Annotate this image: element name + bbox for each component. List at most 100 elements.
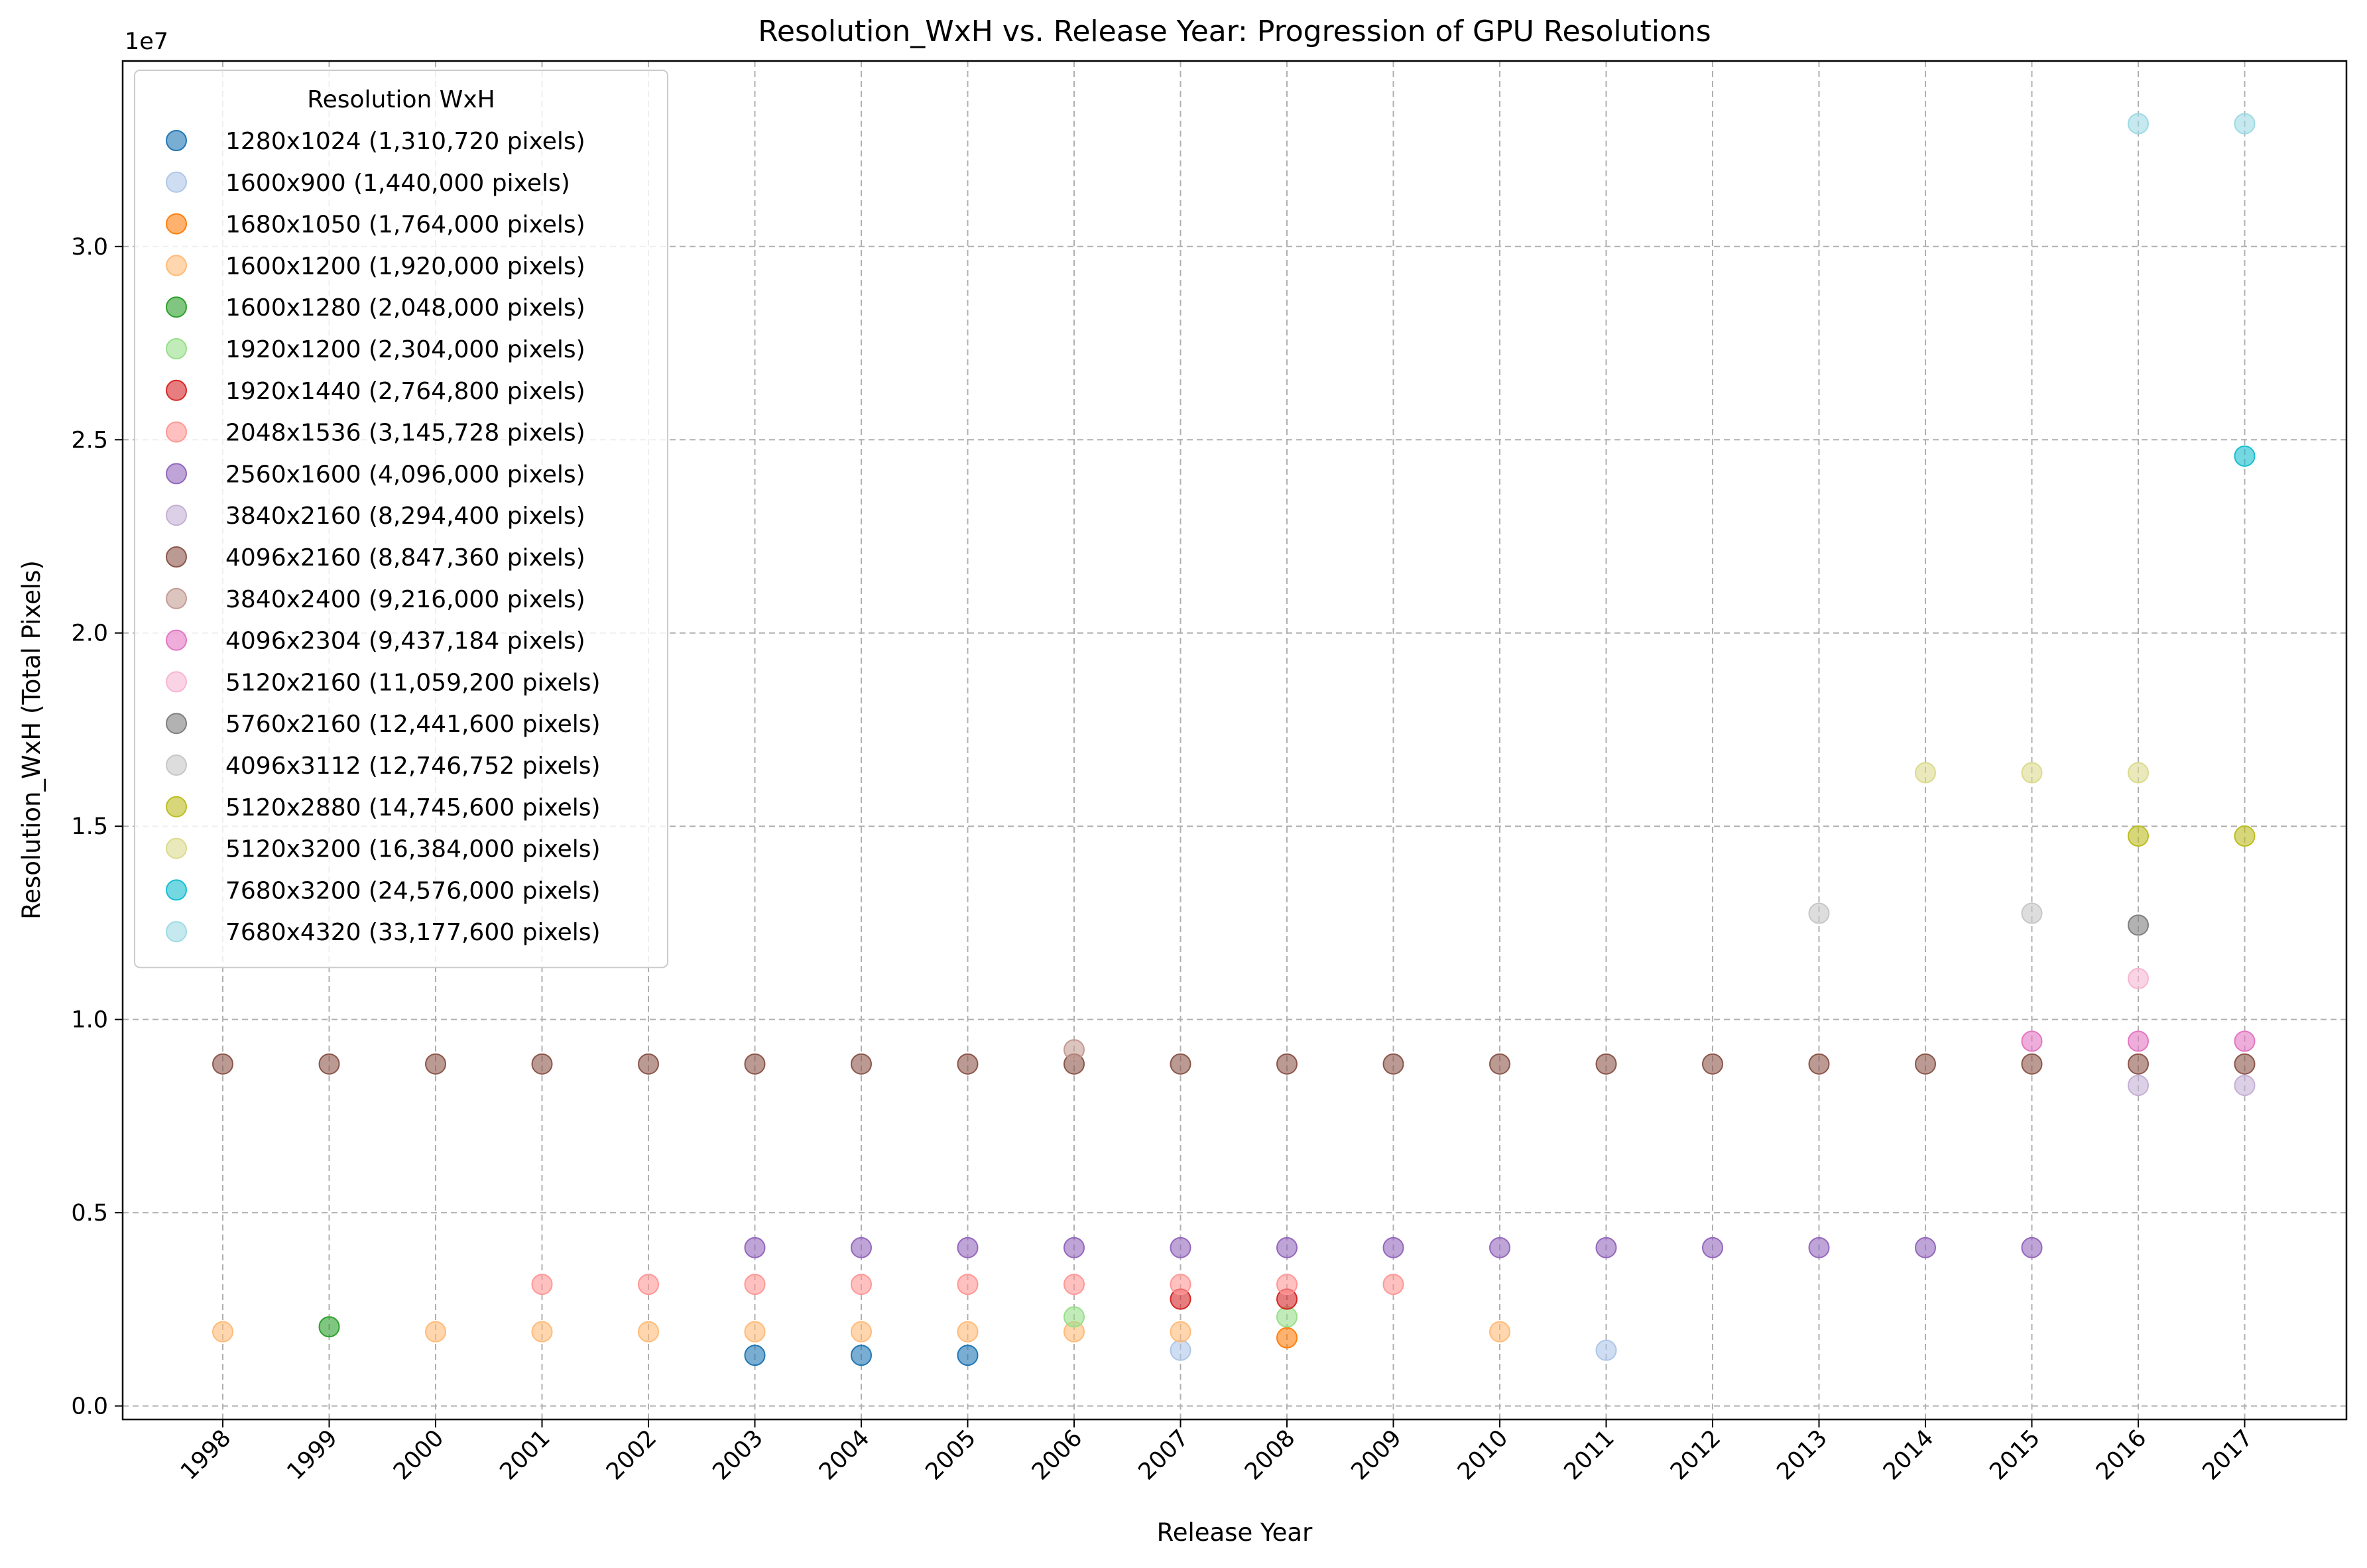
data-point xyxy=(1170,1321,1191,1343)
legend-marker xyxy=(166,379,187,401)
data-point xyxy=(2234,1075,2256,1097)
data-point xyxy=(2128,967,2149,989)
y-tick-label: 2.0 xyxy=(71,621,108,647)
data-point xyxy=(1382,1236,1404,1258)
data-point xyxy=(1702,1053,1723,1075)
y-tick-label: 2.5 xyxy=(71,427,108,453)
data-points xyxy=(212,113,2256,1366)
data-point xyxy=(1170,1274,1191,1296)
legend-label: 1680x1050 (1,764,000 pixels) xyxy=(225,211,585,239)
data-point xyxy=(531,1053,553,1075)
y-tick-label: 1.0 xyxy=(71,1007,108,1034)
data-point xyxy=(851,1274,872,1296)
legend-label: 5760x2160 (12,441,600 pixels) xyxy=(225,711,601,738)
y-tick-label: 1.5 xyxy=(71,814,108,840)
data-point xyxy=(1382,1274,1404,1296)
data-point xyxy=(851,1053,872,1075)
x-axis-label: Release Year xyxy=(1157,1518,1313,1547)
legend-label: 1920x1200 (2,304,000 pixels) xyxy=(225,336,585,363)
legend-marker xyxy=(166,505,187,526)
data-point xyxy=(1595,1053,1617,1075)
legend-marker xyxy=(166,130,187,151)
data-point xyxy=(2021,1030,2043,1052)
legend-label: 1600x900 (1,440,000 pixels) xyxy=(225,170,570,197)
data-point xyxy=(1595,1236,1617,1258)
data-point xyxy=(1595,1339,1617,1361)
legend-marker xyxy=(166,171,187,193)
data-point xyxy=(957,1236,979,1258)
data-point xyxy=(744,1274,766,1296)
data-point xyxy=(1808,1053,1830,1075)
legend-label: 7680x4320 (33,177,600 pixels) xyxy=(225,919,601,946)
data-point xyxy=(2128,1075,2149,1097)
data-point xyxy=(2021,1053,2043,1075)
data-point xyxy=(2234,825,2256,847)
y-tick-label: 0.0 xyxy=(71,1394,108,1420)
data-point xyxy=(851,1321,872,1343)
data-point xyxy=(1702,1236,1723,1258)
data-point xyxy=(1063,1274,1085,1296)
legend-marker xyxy=(166,629,187,651)
data-point xyxy=(1276,1327,1298,1349)
legend-label: 2560x1600 (4,096,000 pixels) xyxy=(225,461,585,488)
legend-marker xyxy=(166,754,187,776)
data-point xyxy=(1489,1053,1510,1075)
data-point xyxy=(212,1321,233,1343)
plot-frame xyxy=(121,60,2348,1421)
data-point xyxy=(638,1321,659,1343)
y-tick-label: 3.0 xyxy=(71,234,108,261)
legend-marker xyxy=(166,921,187,943)
data-point xyxy=(1808,1236,1830,1258)
data-point xyxy=(851,1345,872,1366)
legend-label: 3840x2400 (9,216,000 pixels) xyxy=(225,586,585,613)
chart-title: Resolution_WxH vs. Release Year: Progres… xyxy=(758,15,1711,48)
data-point xyxy=(744,1345,766,1366)
data-point xyxy=(1489,1236,1510,1258)
data-point xyxy=(957,1345,979,1366)
data-point xyxy=(2128,762,2149,784)
legend-label: 1920x1440 (2,764,800 pixels) xyxy=(225,378,585,405)
data-point xyxy=(531,1321,553,1343)
data-point xyxy=(744,1236,766,1258)
legend-title: Resolution WxH xyxy=(307,86,495,113)
legend-label: 5120x2880 (14,745,600 pixels) xyxy=(225,794,601,821)
data-point xyxy=(318,1316,340,1338)
legend-label: 5120x2160 (11,059,200 pixels) xyxy=(225,669,601,696)
legend-marker xyxy=(166,879,187,901)
legend-label: 1600x1280 (2,048,000 pixels) xyxy=(225,294,585,322)
data-point xyxy=(2128,113,2149,135)
data-point xyxy=(957,1321,979,1343)
legend-label: 5120x3200 (16,384,000 pixels) xyxy=(225,836,601,863)
data-point xyxy=(531,1274,553,1296)
data-point xyxy=(212,1053,233,1075)
data-point xyxy=(1063,1306,1085,1328)
data-point xyxy=(425,1053,446,1075)
legend-marker xyxy=(166,338,187,359)
legend-marker xyxy=(166,296,187,318)
data-point xyxy=(1276,1053,1298,1075)
data-point xyxy=(2128,1053,2149,1075)
legend-label: 4096x3112 (12,746,752 pixels) xyxy=(225,753,601,780)
data-point xyxy=(1276,1274,1298,1296)
data-point xyxy=(2128,825,2149,847)
data-point xyxy=(1170,1339,1191,1361)
data-point xyxy=(2021,762,2043,784)
legend-marker xyxy=(166,837,187,859)
data-point xyxy=(1915,1236,1936,1258)
data-point xyxy=(318,1053,340,1075)
y-tick-label: 0.5 xyxy=(71,1200,108,1227)
y-axis-label: Resolution_WxH (Total Pixels) xyxy=(17,560,46,920)
data-point xyxy=(1382,1053,1404,1075)
data-point xyxy=(1489,1321,1510,1343)
legend-label: 4096x2304 (9,437,184 pixels) xyxy=(225,628,585,655)
data-point xyxy=(744,1321,766,1343)
data-point xyxy=(2234,113,2256,135)
data-point xyxy=(851,1236,872,1258)
data-point xyxy=(2021,1236,2043,1258)
data-point xyxy=(2234,1053,2256,1075)
data-point xyxy=(425,1321,446,1343)
data-point xyxy=(957,1053,979,1075)
legend-label: 1280x1024 (1,310,720 pixels) xyxy=(225,128,585,155)
data-point xyxy=(1170,1236,1191,1258)
